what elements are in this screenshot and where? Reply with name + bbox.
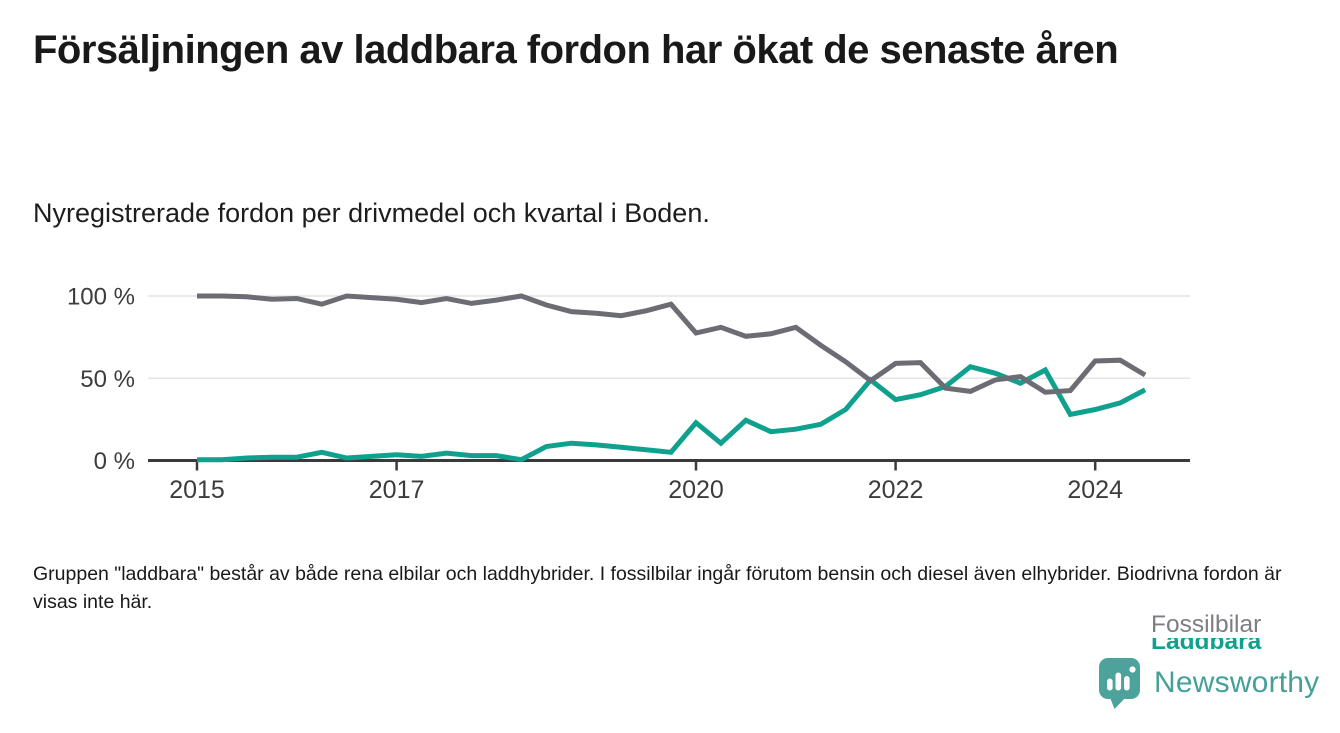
series-line-laddbara xyxy=(197,363,1147,463)
x-tick-label-2020: 2020 xyxy=(668,476,724,504)
series-label-fossilbilar: Fossilbilar xyxy=(1151,611,1266,638)
footnote: Gruppen "laddbara" består av både rena e… xyxy=(33,563,1282,614)
chart-title: Försäljningen av laddbara fordon har öka… xyxy=(33,28,1119,72)
x-tick-label-2017: 2017 xyxy=(369,476,425,504)
y-tick-label-50: 50 % xyxy=(80,366,135,393)
line-chart: 2015 2017 2020 2022 2024 0 % 50 % 100 % Laddbar… xyxy=(0,255,1340,655)
y-tick-label-100: 100 % xyxy=(67,284,135,311)
newsworthy-logo: Newsworthy xyxy=(1097,656,1319,710)
newsworthy-logo-text: Newsworthy xyxy=(1154,666,1320,699)
series-line-fossilbilar xyxy=(197,293,1147,395)
chart-canvas: 2015 2017 2020 2022 2024 0 % 50 % 100 % xyxy=(67,284,1190,504)
x-tick-label-2022: 2022 xyxy=(868,476,924,504)
chart-subtitle: Nyregistrerade fordon per drivmedel och … xyxy=(33,198,710,228)
x-tick-label-2024: 2024 xyxy=(1067,476,1123,504)
y-tick-label-0: 0 % xyxy=(94,448,135,475)
newsworthy-logo-icon xyxy=(1099,658,1140,709)
x-tick-label-2015: 2015 xyxy=(169,476,225,504)
